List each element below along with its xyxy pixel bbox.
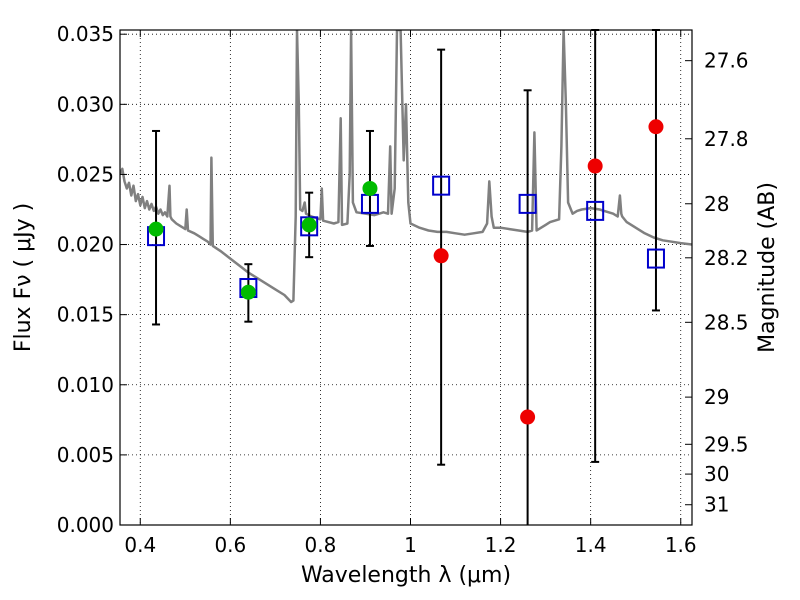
model-box — [518, 193, 537, 214]
model-box — [300, 216, 319, 237]
observed-point-green — [301, 217, 317, 233]
model-box — [432, 175, 451, 196]
y2-tick-label: 27.6 — [704, 49, 749, 73]
y2-tick-label: 28.5 — [704, 310, 749, 334]
y2-axis-label: Magnitude (AB) — [755, 182, 780, 353]
observed-point-green — [148, 221, 164, 237]
y2-tick-label: 31 — [704, 493, 729, 517]
y2-tick-label: 28 — [704, 192, 729, 216]
x-tick-label: 0.6 — [214, 533, 246, 557]
y-tick-label: 0.025 — [57, 162, 114, 186]
x-tick-label: 1 — [404, 533, 417, 557]
y-tick-label: 0.015 — [57, 303, 114, 327]
y-tick-label: 0.010 — [57, 373, 114, 397]
observed-point-red — [587, 158, 603, 174]
y-axis-ticks: 0.000 0.005 0.010 0.015 0.020 0.025 0.030 0.035 — [57, 22, 127, 537]
observed-point-green — [362, 180, 378, 196]
y2-tick-label: 29 — [704, 385, 729, 409]
spectrum-line — [120, 30, 692, 304]
y-tick-label: 0.020 — [57, 233, 114, 257]
observed-point-green — [240, 284, 256, 300]
x-axis-ticks: 0.4 0.6 0.8 1 1.2 1.4 1.6 — [124, 30, 697, 557]
y-tick-label: 0.035 — [57, 22, 114, 46]
plot-frame — [119, 29, 693, 526]
y-tick-label: 0.030 — [57, 92, 114, 116]
x-axis-label: Wavelength λ (μm) — [301, 563, 511, 588]
y-tick-label: 0.005 — [57, 443, 114, 467]
x-tick-label: 1.2 — [485, 533, 517, 557]
y2-tick-label: 29.5 — [704, 432, 749, 456]
y-tick-label: 0.000 — [57, 513, 114, 537]
observed-point-red — [648, 119, 664, 135]
y2-tick-label: 28.2 — [704, 246, 749, 270]
model-spectrum — [120, 30, 692, 304]
observed-point-red — [520, 409, 536, 425]
x-tick-label: 1.6 — [665, 533, 697, 557]
x-tick-label: 1.4 — [575, 533, 607, 557]
x-tick-label: 0.8 — [305, 533, 337, 557]
model-points — [147, 175, 665, 299]
x-tick-label: 0.4 — [124, 533, 156, 557]
observed-points — [148, 119, 664, 425]
model-box — [586, 200, 605, 221]
model-box — [646, 248, 665, 269]
observed-point-red — [433, 248, 449, 264]
y-axis-label: Flux Fν ( μJy ) — [11, 203, 36, 352]
y2-tick-label: 30 — [704, 462, 729, 486]
y2-axis-ticks: 27.6 27.8 28 28.2 28.5 29 29.5 30 31 — [685, 49, 749, 517]
y2-tick-label: 27.8 — [704, 127, 749, 151]
